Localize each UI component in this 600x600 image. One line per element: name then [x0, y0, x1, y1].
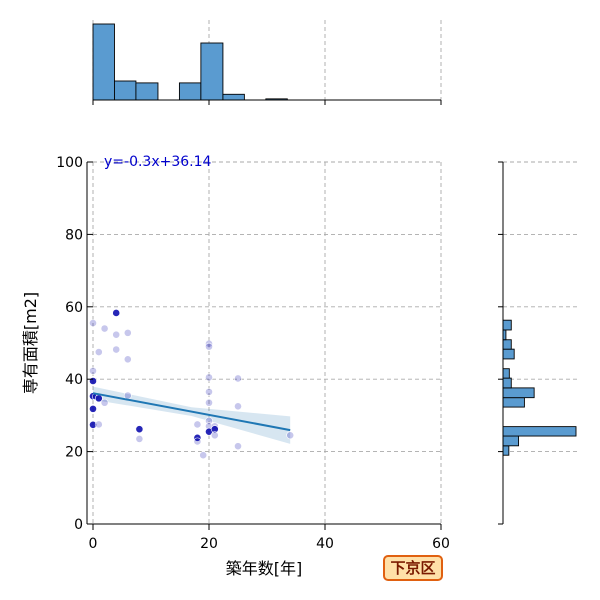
scatter-point	[135, 425, 144, 434]
scatter-point	[94, 348, 103, 356]
main-grid	[92, 161, 442, 524]
scatter-point	[123, 391, 132, 400]
right-hist-bar	[502, 377, 512, 389]
scatter-points	[89, 309, 295, 460]
right-hist-bar	[502, 319, 512, 331]
top-hist-bar	[114, 80, 137, 101]
scatter-point	[100, 398, 109, 407]
scatter-point	[89, 377, 97, 385]
scatter-point	[205, 339, 213, 348]
top-hist-bar	[92, 23, 115, 101]
x-tick-label: 40	[316, 536, 334, 552]
regression-line	[92, 392, 291, 432]
y-tick-label: 60	[65, 300, 83, 316]
right-hist-bar	[502, 339, 512, 350]
scatter-point	[234, 442, 242, 451]
scatter-point	[205, 387, 213, 396]
scatter-point	[112, 345, 121, 354]
ward-badge: 下京区	[383, 555, 443, 581]
x-tick-label: 0	[89, 536, 98, 552]
regression-confidence-band	[93, 386, 291, 444]
scatter-point	[94, 420, 103, 429]
scatter-point	[205, 373, 213, 382]
scatter-point	[89, 366, 97, 375]
scatter-point	[89, 420, 97, 429]
scatter-point	[234, 374, 242, 383]
right-hist-bar	[502, 387, 535, 399]
scatter-point	[100, 324, 109, 333]
top-histogram	[92, 20, 442, 105]
y-tick-label: 20	[65, 445, 83, 461]
scatter-point	[205, 416, 213, 425]
scatter-point	[286, 431, 295, 440]
scatter-point	[205, 398, 213, 407]
scatter-point	[123, 355, 132, 364]
right-hist-bar	[502, 426, 577, 437]
main-axes: 0 20 40 60 80 100 0 20 40 60	[56, 155, 450, 552]
x-tick-label: 60	[432, 536, 450, 552]
regression-annotation: y=-0.3x+36.14	[104, 154, 212, 170]
scatter-point	[193, 420, 202, 429]
scatter-point	[123, 328, 132, 337]
scatter-point	[135, 435, 144, 443]
y-axis-title: 専有面積[m2]	[21, 292, 40, 394]
scatter-point	[205, 342, 213, 351]
x-tick-label: 20	[200, 536, 218, 552]
scatter-point	[210, 425, 219, 434]
scatter-point	[210, 431, 219, 440]
scatter-point	[193, 437, 202, 446]
scatter-point	[199, 451, 208, 460]
top-hist-bar	[135, 82, 159, 101]
right-hist-bar	[502, 368, 510, 379]
y-tick-label: 0	[74, 517, 83, 533]
right-hist-bar	[502, 435, 520, 447]
top-hist-bar	[200, 42, 224, 101]
top-hist-bar	[222, 93, 245, 101]
regression-line-group	[92, 392, 291, 432]
scatter-point	[89, 319, 97, 327]
right-hist-bar	[502, 397, 525, 408]
scatter-point	[234, 402, 242, 411]
y-tick-label: 100	[56, 155, 83, 171]
scatter-point	[112, 330, 121, 339]
scatter-point	[89, 404, 97, 413]
scatter-point	[112, 309, 121, 317]
y-tick-label: 40	[65, 372, 83, 388]
right-hist-bar	[502, 348, 515, 360]
top-hist-bar	[178, 82, 202, 101]
regression-band	[93, 386, 291, 444]
right-hist-bar	[502, 445, 510, 456]
y-tick-label: 80	[65, 227, 83, 243]
x-axis-title: 築年数[年]	[226, 559, 303, 578]
right-histogram	[498, 161, 580, 525]
